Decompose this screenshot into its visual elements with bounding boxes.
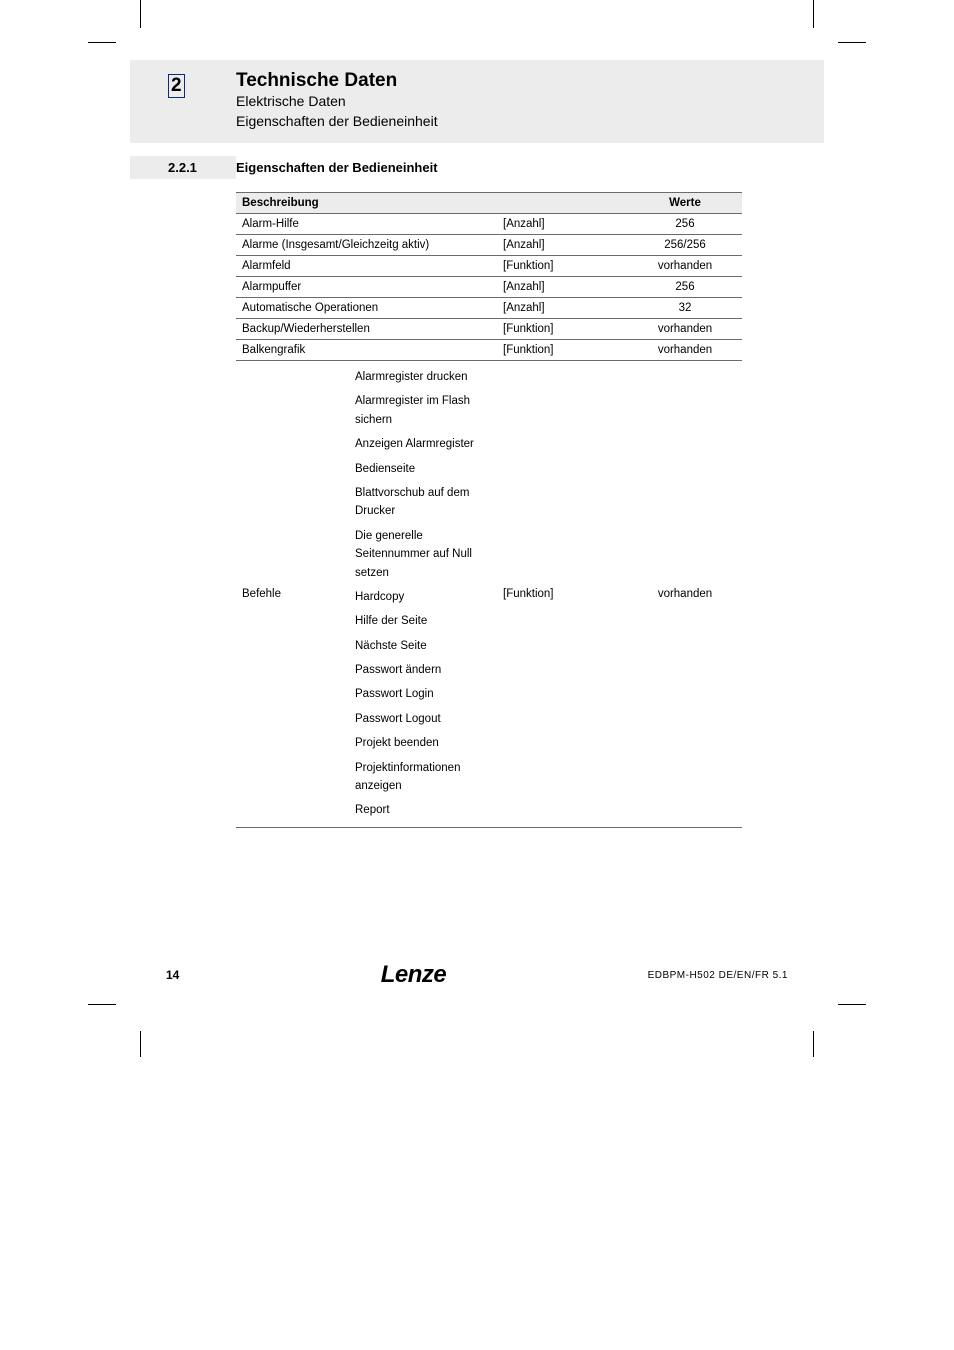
- section-heading-row: 2.2.1 Eigenschaften der Bedieneinheit: [130, 156, 824, 179]
- cell-werte: 256: [628, 214, 742, 235]
- section-number: 2.2.1: [130, 156, 236, 179]
- chapter-header-band: 2 Technische Daten Elektrische Daten Eig…: [130, 60, 824, 143]
- cell-type: [Anzahl]: [497, 298, 628, 319]
- table-header-row: Beschreibung Werte: [236, 193, 742, 214]
- table-row: Automatische Operationen[Anzahl]32: [236, 298, 742, 319]
- document-id: EDBPM-H502 DE/EN/FR 5.1: [648, 970, 788, 981]
- cell-beschreibung: Alarmfeld: [236, 256, 497, 277]
- crop-mark: [88, 1004, 116, 1005]
- cell-beschreibung: Alarmpuffer: [236, 277, 497, 298]
- cell-beschreibung: Balkengrafik: [236, 340, 497, 361]
- befehle-list-item: Passwort ändern: [355, 658, 491, 682]
- cell-werte: vorhanden: [628, 319, 742, 340]
- chapter-subtitle-1: Elektrische Daten: [236, 92, 824, 112]
- befehle-list-item: Passwort Logout: [355, 707, 491, 731]
- crop-mark: [140, 1031, 141, 1057]
- th-beschreibung: Beschreibung: [236, 193, 628, 214]
- chapter-subtitle-2: Eigenschaften der Bedieneinheit: [236, 112, 824, 132]
- table-row-befehle: BefehleAlarmregister druckenAlarmregiste…: [236, 361, 742, 828]
- cell-werte: 256: [628, 277, 742, 298]
- cell-type: [Funktion]: [497, 319, 628, 340]
- cell-werte: 32: [628, 298, 742, 319]
- befehle-list-item: Report: [355, 798, 491, 822]
- befehle-list-item: Alarmregister im Flash sichern: [355, 389, 491, 432]
- section-title: Eigenschaften der Bedieneinheit: [236, 156, 438, 175]
- table-row: Alarmfeld[Funktion]vorhanden: [236, 256, 742, 277]
- cell-werte: vorhanden: [628, 256, 742, 277]
- cell-beschreibung: Alarme (Insgesamt/Gleichzeitg aktiv): [236, 235, 497, 256]
- cell-type: [Anzahl]: [497, 235, 628, 256]
- brand-logo: Lenze: [381, 961, 447, 989]
- cell-werte: vorhanden: [628, 340, 742, 361]
- table-row: Backup/Wiederherstellen[Funktion]vorhand…: [236, 319, 742, 340]
- cell-type: [Funktion]: [497, 340, 628, 361]
- cell-beschreibung: Backup/Wiederherstellen: [236, 319, 497, 340]
- crop-mark: [813, 0, 814, 28]
- befehle-list-item: Blattvorschub auf dem Drucker: [355, 481, 491, 524]
- cell-befehle-list: Alarmregister druckenAlarmregister im Fl…: [349, 361, 497, 828]
- chapter-header: 2 Technische Daten Elektrische Daten Eig…: [130, 70, 824, 131]
- befehle-list-item: Hardcopy: [355, 585, 491, 609]
- document-page: 2 Technische Daten Elektrische Daten Eig…: [0, 0, 954, 1350]
- chapter-title: Technische Daten: [236, 70, 824, 92]
- page-number: 14: [166, 968, 179, 982]
- befehle-list-item: Alarmregister drucken: [355, 365, 491, 389]
- table-body: Alarm-Hilfe[Anzahl]256Alarme (Insgesamt/…: [236, 214, 742, 828]
- cell-werte: vorhanden: [628, 361, 742, 828]
- befehle-list-item: Projekt beenden: [355, 731, 491, 755]
- befehle-list-item: Nächste Seite: [355, 634, 491, 658]
- th-werte: Werte: [628, 193, 742, 214]
- cell-befehle-label: Befehle: [236, 361, 349, 828]
- crop-mark: [813, 1031, 814, 1057]
- befehle-list-item: Bedienseite: [355, 457, 491, 481]
- cell-type: [Anzahl]: [497, 214, 628, 235]
- table-row: Balkengrafik[Funktion]vorhanden: [236, 340, 742, 361]
- cell-beschreibung: Automatische Operationen: [236, 298, 497, 319]
- cell-type: [Funktion]: [497, 256, 628, 277]
- befehle-list-item: Anzeigen Alarmregister: [355, 432, 491, 456]
- crop-mark: [88, 42, 116, 43]
- cell-type: [Funktion]: [497, 361, 628, 828]
- crop-mark: [140, 0, 141, 28]
- table-row: Alarme (Insgesamt/Gleichzeitg aktiv)[Anz…: [236, 235, 742, 256]
- crop-mark: [838, 1004, 866, 1005]
- cell-werte: 256/256: [628, 235, 742, 256]
- table-row: Alarm-Hilfe[Anzahl]256: [236, 214, 742, 235]
- crop-mark: [838, 42, 866, 43]
- table-row: Alarmpuffer[Anzahl]256: [236, 277, 742, 298]
- befehle-list-item: Hilfe der Seite: [355, 609, 491, 633]
- chapter-number-box: 2: [168, 74, 185, 98]
- cell-type: [Anzahl]: [497, 277, 628, 298]
- befehle-list-item: Projektinformationen anzeigen: [355, 756, 491, 799]
- befehle-list-item: Die generelle Seitennummer auf Null setz…: [355, 524, 491, 585]
- properties-table: Beschreibung Werte Alarm-Hilfe[Anzahl]25…: [236, 192, 742, 828]
- page-footer: 14 Lenze EDBPM-H502 DE/EN/FR 5.1: [166, 961, 788, 989]
- cell-beschreibung: Alarm-Hilfe: [236, 214, 497, 235]
- befehle-list-item: Passwort Login: [355, 682, 491, 706]
